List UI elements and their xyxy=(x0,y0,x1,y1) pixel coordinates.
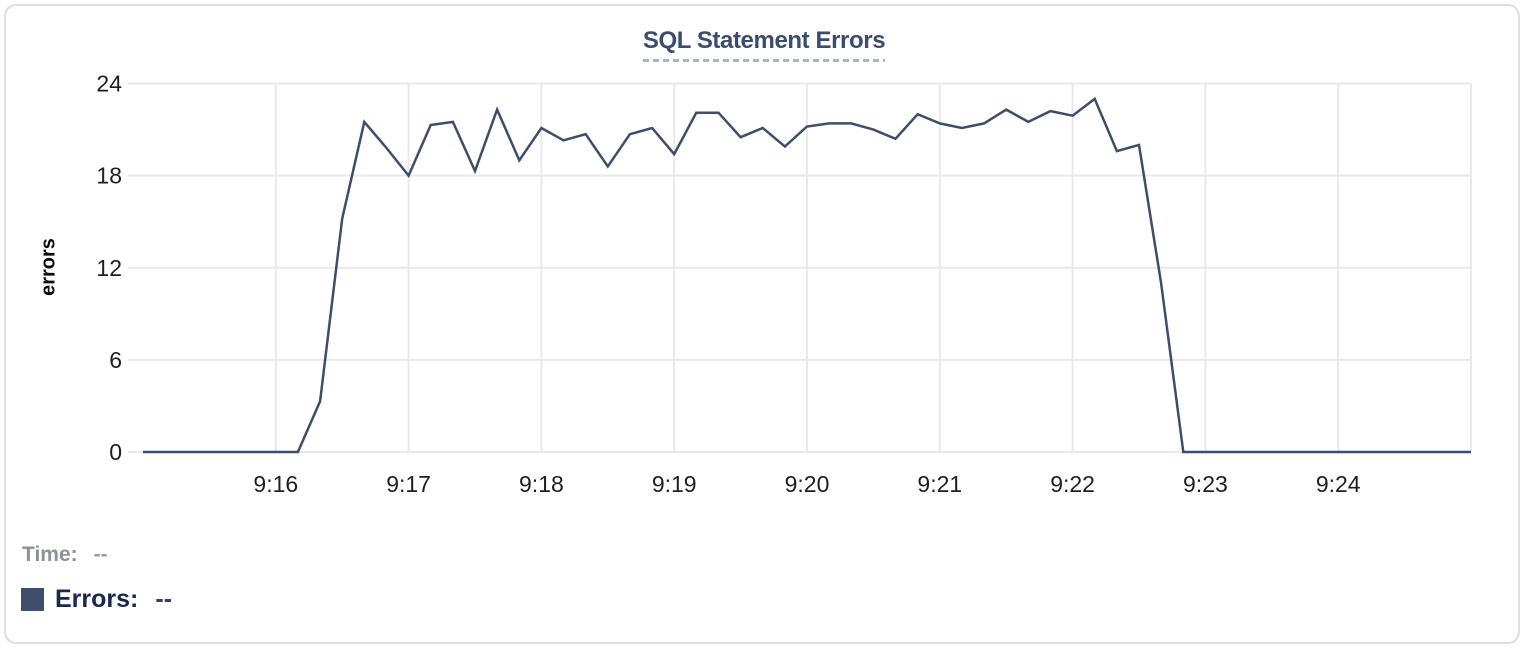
y-tick-label: 0 xyxy=(109,439,122,465)
x-tick-label: 9:17 xyxy=(386,471,431,497)
legend-time-value: -- xyxy=(93,543,108,566)
legend-errors-label: Errors: xyxy=(55,585,139,613)
y-tick-label: 6 xyxy=(109,347,122,373)
errors-line-chart[interactable]: 0 6 12 18 24 9:16 9:17 9:18 9:19 9:20 9:21 9:22 9:23… xyxy=(4,4,1520,512)
x-tick-label: 9:21 xyxy=(917,471,962,497)
errors-series-line[interactable] xyxy=(143,96,1471,454)
x-tick-label: 9:20 xyxy=(785,471,830,497)
x-tick-label: 9:19 xyxy=(652,471,697,497)
y-tick-label: 24 xyxy=(96,71,122,97)
legend-errors-row: Errors: -- xyxy=(21,585,172,614)
chart-widget: SQL Statement Errors errors 0 6 12 18 24 9:16… xyxy=(4,4,1520,642)
chart-card: SQL Statement Errors errors 0 6 12 18 24 9:16… xyxy=(4,4,1520,644)
x-tick-label: 9:22 xyxy=(1050,471,1095,497)
chart-title-text: SQL Statement Errors xyxy=(642,27,886,54)
y-tick-label: 18 xyxy=(96,163,122,189)
x-tick-label: 9:16 xyxy=(253,471,298,497)
x-tick-label: 9:24 xyxy=(1316,471,1361,497)
legend-time-label: Time: xyxy=(22,543,78,566)
chart-header: SQL Statement Errors xyxy=(6,27,1518,62)
title-dashed-underline xyxy=(642,59,886,62)
y-tick-label: 12 xyxy=(96,255,122,281)
x-tick-label: 9:23 xyxy=(1183,471,1228,497)
legend-errors-value: -- xyxy=(155,585,173,613)
chart-title[interactable]: SQL Statement Errors xyxy=(642,27,886,62)
x-tick-label: 9:18 xyxy=(519,471,564,497)
legend-time-row: Time: -- xyxy=(22,543,108,567)
errors-series-swatch xyxy=(21,588,44,611)
